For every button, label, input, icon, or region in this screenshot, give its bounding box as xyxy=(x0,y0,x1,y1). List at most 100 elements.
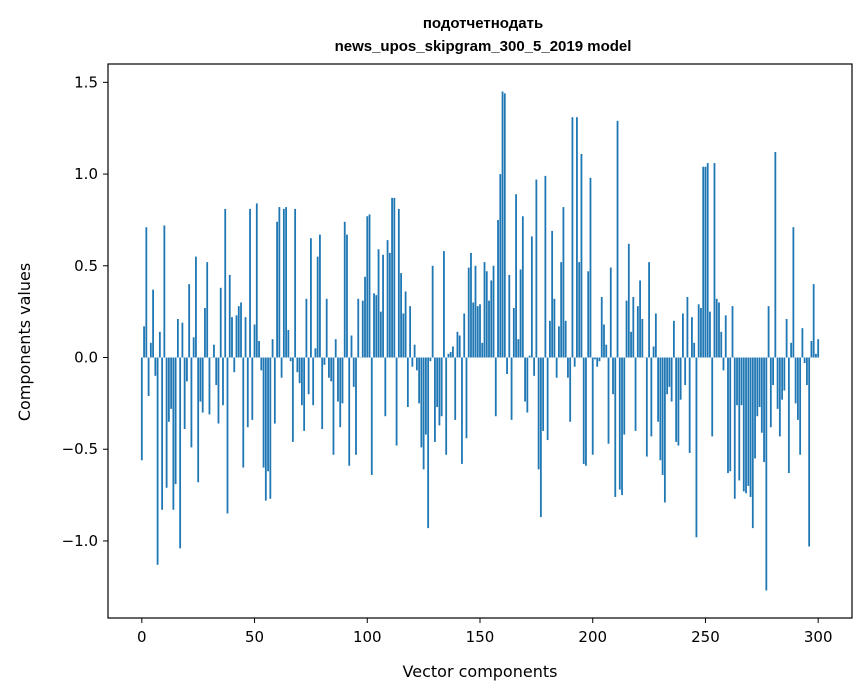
bar xyxy=(463,313,466,358)
bar xyxy=(452,346,454,358)
bar xyxy=(524,357,526,402)
y-tick-label: 0.5 xyxy=(74,257,98,275)
bar xyxy=(140,357,143,461)
y-tick-label: 1.0 xyxy=(74,165,98,183)
bar xyxy=(815,353,817,358)
bar xyxy=(792,227,795,358)
bar xyxy=(569,357,572,422)
bar xyxy=(271,339,274,358)
bar xyxy=(445,357,448,455)
bar xyxy=(443,251,445,358)
bar xyxy=(783,357,786,391)
bar xyxy=(616,120,619,358)
bar xyxy=(535,179,538,358)
bar xyxy=(296,357,299,373)
bar xyxy=(729,357,732,472)
bar xyxy=(341,357,344,404)
bar xyxy=(684,357,687,386)
bar xyxy=(521,216,524,358)
bar xyxy=(474,265,477,358)
bar xyxy=(571,117,574,358)
bar xyxy=(663,357,666,503)
bar xyxy=(758,357,761,408)
bar xyxy=(578,262,581,358)
bar xyxy=(488,300,490,358)
bar xyxy=(224,208,227,358)
bar xyxy=(704,166,707,358)
bar xyxy=(767,306,770,358)
bar xyxy=(310,238,312,358)
bar xyxy=(806,357,808,386)
bar xyxy=(438,357,441,426)
bar xyxy=(709,311,711,358)
bar xyxy=(632,296,635,358)
bar xyxy=(808,357,811,547)
bar xyxy=(289,357,292,362)
bar xyxy=(510,357,513,420)
bar xyxy=(316,256,319,358)
bar xyxy=(605,344,608,358)
bar xyxy=(213,344,215,358)
x-axis-label: Vector components xyxy=(403,662,558,681)
y-axis-label: Components values xyxy=(15,263,34,421)
bar xyxy=(334,339,337,358)
bar xyxy=(677,357,680,446)
bar xyxy=(736,357,738,406)
bar xyxy=(427,357,430,529)
bar xyxy=(612,357,614,395)
bar xyxy=(530,236,533,358)
bar xyxy=(415,357,418,371)
bar xyxy=(560,262,563,358)
bar xyxy=(682,313,684,358)
bar xyxy=(465,357,468,439)
bar xyxy=(639,280,641,358)
bar xyxy=(517,339,520,358)
bar xyxy=(222,357,224,406)
bar xyxy=(803,357,806,364)
bar xyxy=(675,357,678,442)
x-tick-label: 100 xyxy=(353,628,382,646)
bar xyxy=(650,357,653,437)
bar xyxy=(812,284,815,358)
bar xyxy=(352,357,355,387)
bar xyxy=(479,304,481,358)
chart-title-line-2: news_upos_skipgram_300_5_2019 model xyxy=(335,38,632,55)
bar xyxy=(778,357,781,437)
x-tick-label: 50 xyxy=(245,628,264,646)
bar xyxy=(366,216,369,358)
bar xyxy=(323,357,326,365)
bar xyxy=(192,337,195,358)
bar xyxy=(508,274,511,358)
bar xyxy=(695,357,698,538)
bar xyxy=(641,318,644,358)
bar xyxy=(598,357,601,362)
bar xyxy=(731,306,734,358)
bar xyxy=(219,287,222,358)
bar xyxy=(794,357,797,404)
bar xyxy=(785,318,788,358)
bar xyxy=(621,357,623,496)
bar xyxy=(776,357,779,409)
bar xyxy=(686,296,689,358)
bar xyxy=(255,203,258,358)
bar xyxy=(343,221,346,358)
bar xyxy=(350,335,353,358)
bar xyxy=(772,357,774,386)
bar xyxy=(395,357,398,446)
bar xyxy=(375,295,378,358)
bar xyxy=(379,311,382,358)
bar xyxy=(679,357,682,400)
bar xyxy=(591,357,594,455)
bar xyxy=(512,307,515,358)
bar xyxy=(467,267,470,358)
bar xyxy=(796,357,799,420)
x-tick-label: 250 xyxy=(691,628,720,646)
bar xyxy=(742,357,745,492)
bar xyxy=(321,357,324,430)
bar xyxy=(537,357,540,470)
bar xyxy=(409,306,412,358)
y-axis-ticks: 1.5 1.0 0.5 0.0 −0.5 −1.0 xyxy=(62,73,108,550)
bar xyxy=(774,152,777,358)
bar xyxy=(186,357,188,382)
bar xyxy=(627,243,630,358)
